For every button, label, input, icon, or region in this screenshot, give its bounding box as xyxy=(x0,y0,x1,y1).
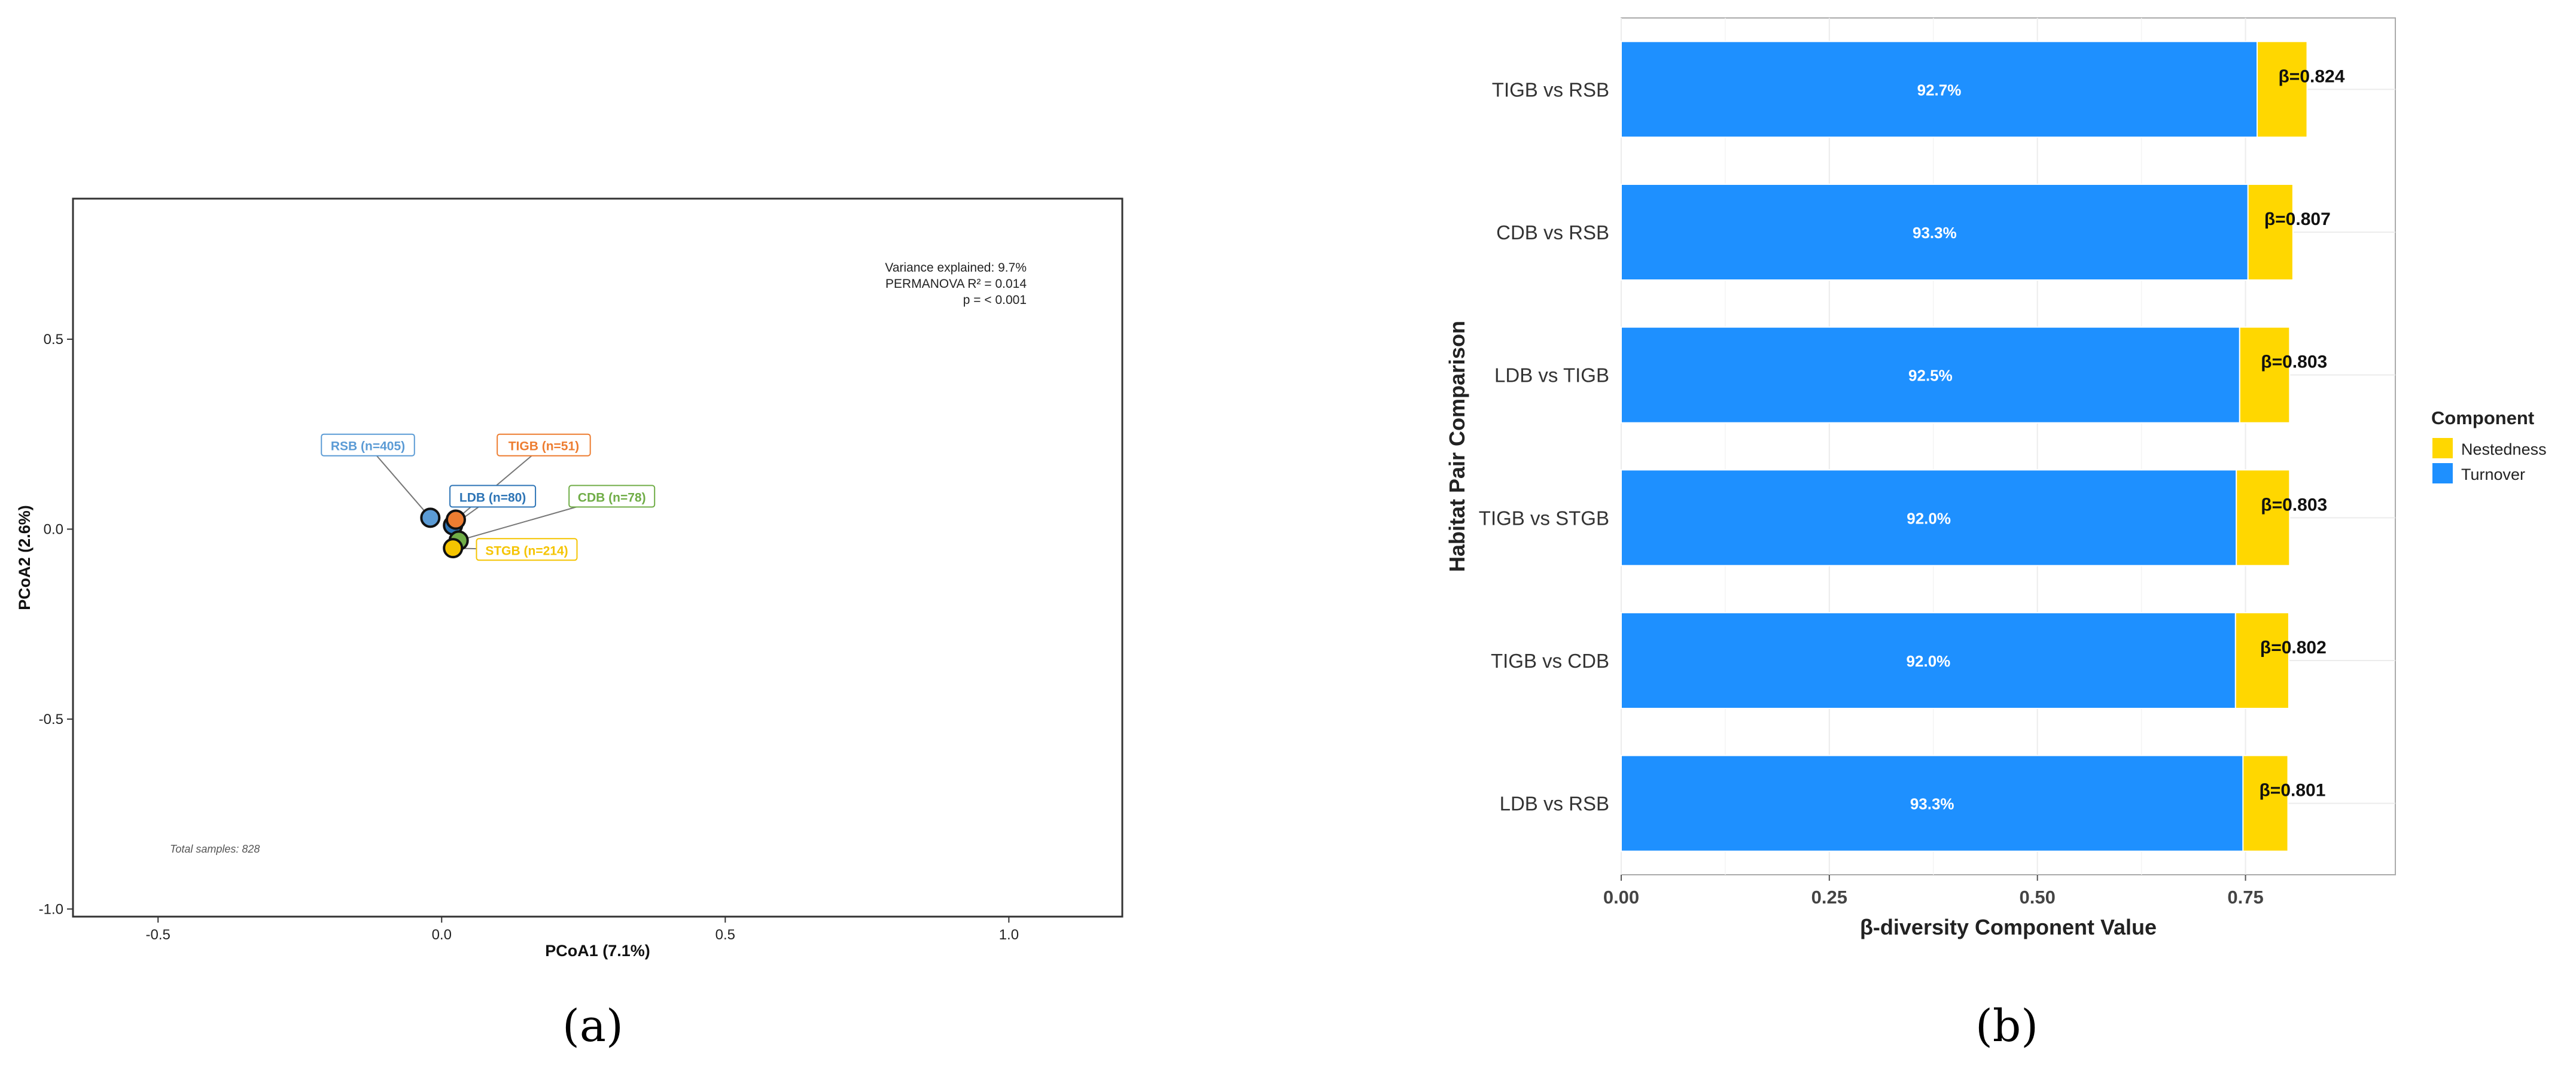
pcoa-x-axis-label: PCoA1 (7.1%) xyxy=(545,942,650,960)
label-tigb: TIGB (n=51) xyxy=(508,440,579,454)
caption-a: (a) xyxy=(562,1000,623,1052)
pcoa-y-tick-label: -0.5 xyxy=(39,711,63,728)
pcoa-x-tick-label: -0.5 xyxy=(146,927,170,943)
label-box-cdb xyxy=(568,485,656,508)
pcoa-y-tick-label: 0.0 xyxy=(44,521,63,537)
point-stgb xyxy=(443,538,464,559)
label-ldb: LDB (n=80) xyxy=(459,491,526,504)
pcoa-x-tick-label: 0.5 xyxy=(715,927,735,943)
stats-line-3: p = < 0.001 xyxy=(963,293,1027,307)
label-rsb: RSB (n=405) xyxy=(331,440,405,454)
label-box-rsb xyxy=(321,433,415,457)
pcoa-y-tick-label: 0.5 xyxy=(44,331,63,348)
pcoa-plot-frame xyxy=(72,197,1123,918)
pcoa-x-tick-label: 0.0 xyxy=(432,927,452,943)
stats-line-2: PERMANOVA R² = 0.014 xyxy=(885,277,1027,291)
label-cdb: CDB (n=78) xyxy=(578,491,646,504)
pcoa-y-tick-label: -1.0 xyxy=(39,901,63,917)
label-stgb: STGB (n=214) xyxy=(485,544,568,558)
label-box-ldb xyxy=(449,485,537,508)
label-box-stgb xyxy=(476,538,578,561)
label-box-tigb xyxy=(497,433,591,457)
stats-line-1: Variance explained: 9.7% xyxy=(885,261,1027,275)
point-tigb xyxy=(445,509,466,530)
total-samples-note: Total samples: 828 xyxy=(170,843,260,855)
pcoa-x-tick-label: 1.0 xyxy=(999,927,1019,943)
pcoa-y-axis-label: PCoA2 (2.6%) xyxy=(16,505,34,610)
point-rsb xyxy=(420,507,441,528)
caption-b: (b) xyxy=(1975,1000,2039,1052)
label-connector-rsb xyxy=(367,445,431,518)
